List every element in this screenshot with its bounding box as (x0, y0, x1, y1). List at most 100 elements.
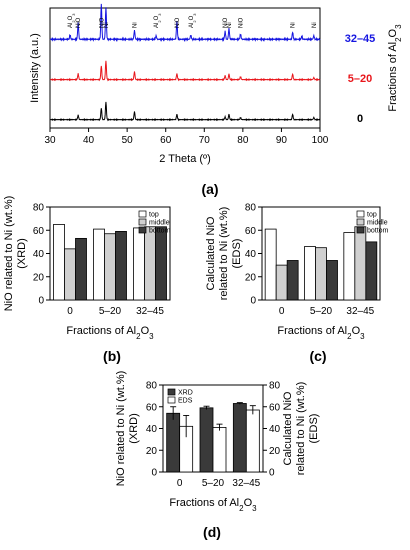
y-right-tick-label: 20 (269, 446, 281, 457)
panel-a-xrd-patterns: 30 40 50 60 70 80 90 100 2 Theta (º) Intensity (a… (29, 3, 403, 165)
bar-bottom (286, 260, 299, 301)
y-tick-label: 60 (33, 226, 45, 237)
bar-top (304, 246, 316, 301)
bar-bottom (365, 241, 378, 301)
legend-label-top: top (367, 212, 377, 219)
panel-label-b: (b) (103, 348, 121, 364)
y-tick-label: 40 (33, 249, 45, 260)
peak-label: NiO (175, 17, 181, 28)
y-axis-label: related to Ni (wt.%) (218, 207, 230, 301)
y-axis-label: Calculated NiO (205, 216, 217, 290)
y-axis-label: (XRD) (128, 413, 140, 444)
legend-swatch-middle (356, 218, 365, 226)
bar-bottom (115, 231, 127, 301)
bar-bottom (75, 237, 87, 301)
legend-label-middle: middle (367, 220, 388, 227)
legend-label-bottom: bottom (149, 228, 171, 235)
bar-top (53, 224, 65, 301)
bar-xrd (199, 407, 214, 473)
legend-swatch-middle (138, 218, 147, 226)
bar-top (343, 232, 356, 301)
panel-label-c: (c) (309, 348, 326, 364)
bar-middle (354, 226, 367, 301)
y-right-axis-label: Calculated NiO (282, 391, 294, 465)
y-axis-label: (EDS) (231, 239, 243, 269)
x-tick-label: 32–45 (232, 478, 260, 489)
y-tick-label: 60 (245, 226, 257, 237)
x-tick-label: 90 (276, 135, 288, 146)
peak-label: Al2O3 (68, 13, 76, 28)
x-tick-label: 0 (67, 306, 73, 317)
x-tick-label: 0 (177, 478, 183, 489)
legend-swatch-eds (167, 396, 176, 404)
peak-label: NiO (76, 17, 82, 28)
bar-bottom (326, 260, 338, 301)
x-tick-label: 32–45 (136, 306, 164, 317)
peak-label: NiO (239, 17, 245, 28)
x-tick-label: 0 (279, 306, 285, 317)
bar-top (264, 228, 277, 301)
y-tick-label: 80 (245, 203, 257, 214)
x-tick-label: 32–45 (346, 306, 374, 317)
legend-label-top: top (149, 212, 159, 219)
x-tick-label: 40 (83, 135, 95, 146)
x-tick-label: 80 (237, 135, 249, 146)
plot-frame (49, 7, 321, 129)
y-tick-label: 60 (146, 402, 158, 413)
y-tick-label: 80 (33, 203, 45, 214)
y-tick-label: 20 (146, 446, 158, 457)
peak-label: Ni (132, 22, 138, 28)
bar-eds (212, 427, 227, 473)
y-right-tick-label: 40 (269, 424, 281, 435)
peak-label: Al2O3 (154, 13, 162, 28)
bar-middle (275, 264, 288, 301)
peak-label: Ni (227, 22, 233, 28)
panel-c-eds-bar-chart: 0 20 40 60 80 0 5–20 32–45 Fractions of Al2O3 Cal… (205, 203, 389, 341)
x-axis-label: Fractions of Al2O3 (169, 497, 257, 513)
right-axis-label: Fractions of Al2O3 (387, 24, 403, 112)
y-tick-label: 0 (250, 296, 256, 307)
legend-swatch-bottom (356, 226, 365, 234)
legend-label-xrd: XRD (178, 390, 193, 397)
legend-swatch-top (356, 210, 365, 218)
bar-middle (315, 247, 327, 301)
y-axis-label: NiO related to Ni (wt.%) (115, 371, 127, 487)
peak-label: NiO (223, 17, 229, 28)
panel-label-d: (d) (203, 524, 221, 540)
legend-label-middle: middle (149, 220, 170, 227)
legend-label-bottom: bottom (367, 228, 389, 235)
bar-middle (144, 226, 156, 301)
panel-label-a: (a) (201, 181, 218, 197)
series-label: 0 (357, 113, 363, 125)
xrd-trace-1 (49, 60, 321, 82)
x-tick-label: 60 (160, 135, 172, 146)
peak-label: Ni (104, 22, 110, 28)
y-right-tick-label: 80 (269, 381, 281, 392)
x-tick-label: 70 (199, 135, 211, 146)
x-axis-label: Fractions of Al2O3 (66, 325, 154, 341)
bar-xrd (232, 403, 247, 473)
panel-b-xrd-bar-chart: 0 20 40 60 80 0 5–20 32–45 Fractions of Al2O3 NiO… (3, 196, 171, 341)
bar-bottom (155, 226, 167, 301)
peak-label: Ni (312, 22, 318, 28)
x-tick-label: 5–20 (99, 306, 122, 317)
peak-label: NiO (99, 17, 105, 28)
x-tick-label: 100 (312, 135, 329, 146)
x-axis-label: Fractions of Al2O3 (277, 325, 365, 341)
panel-d-comparison-bar-chart: 0 0 20 20 40 40 60 60 80 80 0 5–20 32–45 Fractions of… (115, 371, 320, 513)
y-axis-label: NiO related to Ni (wt.%) (3, 196, 15, 312)
series-label: 5–20 (348, 73, 372, 85)
y-tick-label: 80 (146, 381, 158, 392)
peak-label: Ni (291, 22, 297, 28)
legend-swatch-xrd (167, 388, 176, 396)
y-tick-label: 40 (245, 249, 257, 260)
y-right-tick-label: 0 (269, 468, 275, 479)
y-right-axis-label: related to Ni (wt.%) (295, 382, 307, 476)
legend-label-eds: EDS (178, 398, 193, 405)
x-tick-label: 5–20 (310, 306, 333, 317)
y-tick-label: 20 (33, 272, 45, 283)
y-right-tick-label: 60 (269, 402, 281, 413)
y-tick-label: 0 (151, 468, 157, 479)
xrd-trace-0 (49, 101, 321, 122)
